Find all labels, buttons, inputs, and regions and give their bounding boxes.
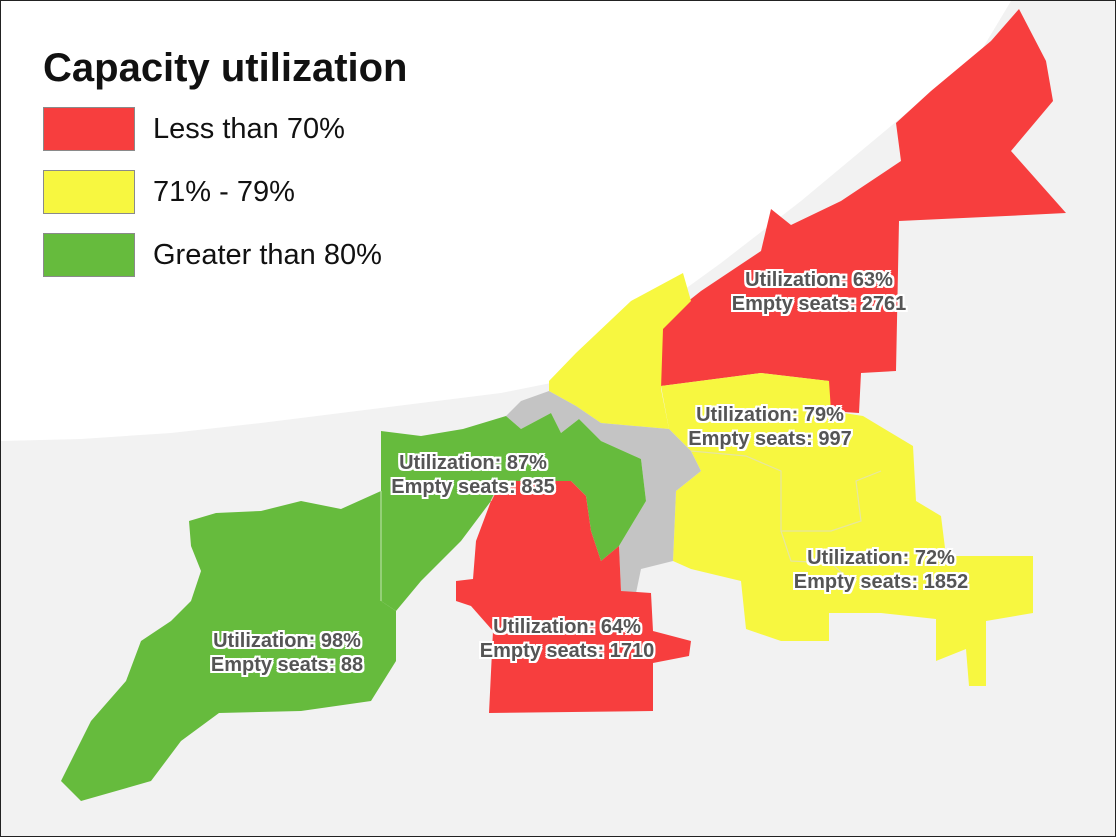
utilization-text: Utilization: 87%: [399, 452, 547, 474]
region-label-southeast: Utilization: 72% Empty seats: 1852: [794, 546, 969, 594]
region-label-west-central: Utilization: 87% Empty seats: 835: [391, 451, 554, 499]
empty-seats-text: Empty seats: 2761: [731, 293, 907, 315]
legend-title: Capacity utilization: [43, 46, 408, 90]
utilization-text: Utilization: 63%: [745, 269, 893, 291]
legend-item-low: Less than 70%: [43, 107, 463, 153]
utilization-text: Utilization: 64%: [493, 616, 641, 638]
region-label-west: Utilization: 98% Empty seats: 88: [211, 629, 363, 677]
region-label-east: Utilization: 79% Empty seats: 997: [688, 403, 851, 451]
empty-seats-text: Empty seats: 1710: [479, 640, 655, 662]
empty-seats-text: Empty seats: 997: [688, 428, 852, 450]
utilization-text: Utilization: 79%: [696, 404, 844, 426]
region-south-central: [456, 481, 691, 713]
region-west-central: [381, 413, 646, 611]
legend-item-mid: 71% - 79%: [43, 170, 463, 216]
region-label-south-central: Utilization: 64% Empty seats: 1710: [480, 615, 655, 663]
region-central-gray: [506, 391, 701, 593]
empty-seats-text: Empty seats: 88: [210, 654, 364, 676]
utilization-text: Utilization: 72%: [807, 547, 955, 569]
utilization-text: Utilization: 98%: [213, 630, 361, 652]
district-outlines: [380, 480, 502, 601]
legend-swatch-yellow: [43, 170, 135, 214]
district-boundaries: [690, 450, 882, 582]
region-northeast: [653, 9, 1066, 413]
region-east: [661, 373, 1033, 686]
region-west: [61, 491, 396, 801]
region-north-strip: [549, 273, 691, 429]
empty-seats-text: Empty seats: 835: [391, 476, 555, 498]
legend-label-low: Less than 70%: [153, 113, 345, 145]
legend-swatch-red: [43, 107, 135, 151]
legend-label-high: Greater than 80%: [153, 239, 382, 271]
legend-label-mid: 71% - 79%: [153, 176, 295, 208]
legend-item-high: Greater than 80%: [43, 233, 463, 279]
region-label-northeast: Utilization: 63% Empty seats: 2761: [732, 268, 907, 316]
legend-swatch-green: [43, 233, 135, 277]
empty-seats-text: Empty seats: 1852: [793, 571, 969, 593]
